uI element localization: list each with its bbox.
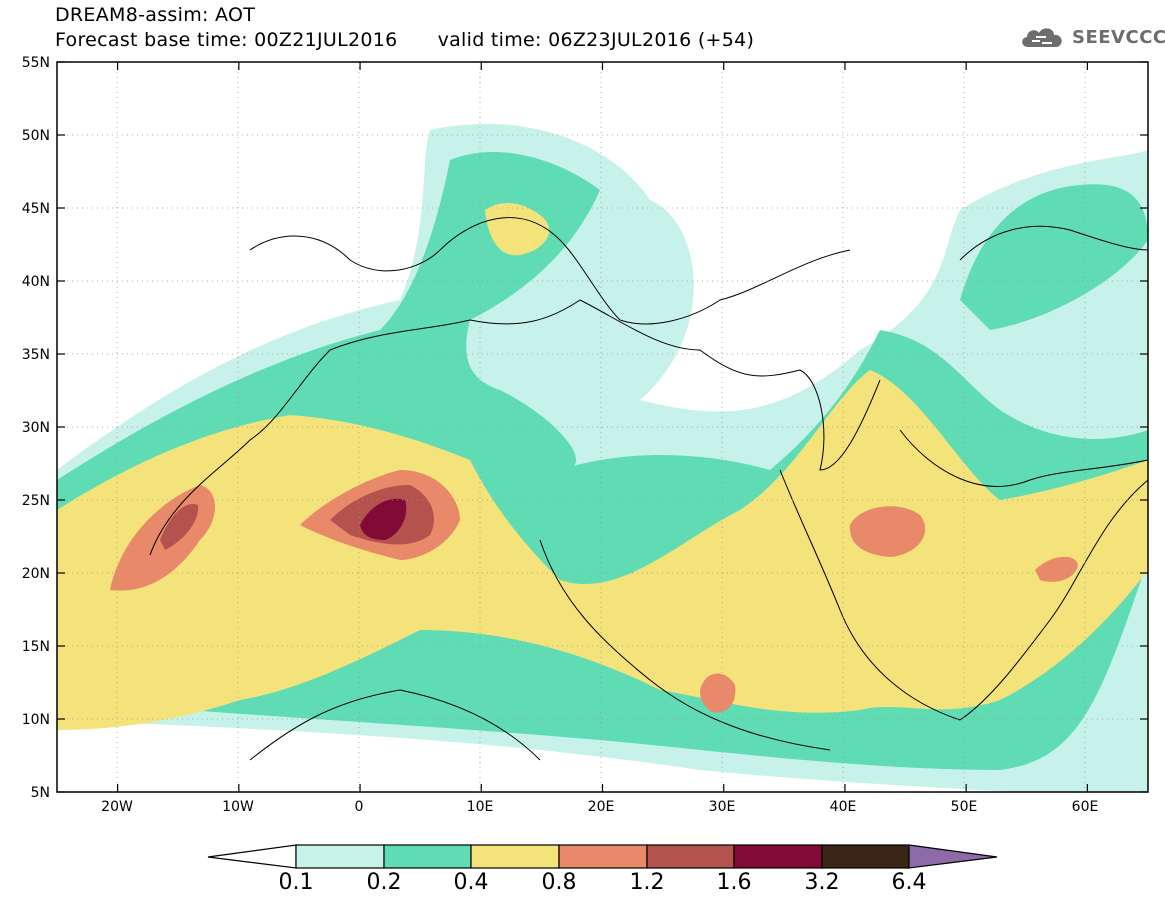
colorbar-label: 0.1 bbox=[278, 870, 314, 895]
lon-tick-label: 50E bbox=[951, 799, 978, 815]
lat-tick-label: 10N bbox=[22, 712, 50, 728]
lon-tick-label: 40E bbox=[830, 799, 857, 815]
base-time: Forecast base time: 00Z21JUL2016 bbox=[55, 29, 398, 51]
aot-contour-0.8-oman bbox=[1035, 556, 1078, 582]
lon-tick-label: 20E bbox=[588, 799, 615, 815]
lon-tick-label: 10W bbox=[222, 799, 254, 815]
coastlines bbox=[149, 217, 1148, 761]
lat-tick-label: 30N bbox=[22, 420, 50, 436]
map-title: DREAM8-assim: AOT bbox=[55, 4, 256, 26]
colorbar-swatch bbox=[733, 844, 823, 869]
lat-tick-label: 35N bbox=[22, 347, 50, 363]
colorbar-under-arrow bbox=[207, 844, 297, 869]
cloud-icon bbox=[1022, 28, 1062, 47]
valid-time: valid time: 06Z23JUL2016 (+54) bbox=[437, 29, 755, 51]
lon-tick-labels: 20W 10W 0 10E 20E 30E 40E 50E 60E bbox=[101, 799, 1098, 815]
colorbar-label: 0.4 bbox=[453, 870, 489, 895]
forecast-times: Forecast base time: 00Z21JUL2016 valid ti… bbox=[55, 29, 754, 51]
colorbar-swatch bbox=[470, 844, 560, 869]
lat-tick-label: 50N bbox=[22, 128, 50, 144]
lat-tick-label: 40N bbox=[22, 274, 50, 290]
lon-tick-label: 30E bbox=[709, 799, 736, 815]
logo-text: SEEVCCC bbox=[1072, 26, 1165, 48]
lon-tick-label: 0 bbox=[355, 799, 364, 815]
colorbar-label: 6.4 bbox=[891, 870, 927, 895]
colorbar-label: 0.8 bbox=[541, 870, 577, 895]
lon-tick-label: 10E bbox=[467, 799, 494, 815]
colorbar-label: 1.2 bbox=[629, 870, 665, 895]
lat-tick-label: 45N bbox=[22, 201, 50, 217]
colorbar-labels: 0.1 0.2 0.4 0.8 1.2 1.6 3.2 6.4 bbox=[0, 870, 1165, 900]
lon-tick-label: 20W bbox=[101, 799, 133, 815]
aot-contour-0.2-caspian bbox=[960, 184, 1148, 330]
colorbar-swatch bbox=[558, 844, 648, 869]
colorbar-swatch bbox=[821, 844, 910, 869]
lat-tick-label: 15N bbox=[22, 639, 50, 655]
colorbar-label: 3.2 bbox=[804, 870, 840, 895]
lat-tick-label: 5N bbox=[31, 785, 50, 801]
lat-tick-labels: 5N 10N 15N 20N 25N 30N 35N 40N 45N 50N 5… bbox=[22, 55, 50, 801]
aot-field bbox=[57, 123, 1148, 792]
colorbar-over-arrow bbox=[908, 844, 998, 869]
colorbar-swatch bbox=[295, 844, 385, 869]
aot-contour-0.8-sudan bbox=[700, 673, 736, 713]
aot-contour-0.4 bbox=[57, 370, 1148, 730]
colorbar-swatch bbox=[383, 844, 472, 869]
tick-marks bbox=[57, 61, 1148, 793]
lat-tick-label: 55N bbox=[22, 55, 50, 71]
aot-contour-0.4-italy bbox=[485, 203, 550, 256]
colorbar-label: 1.6 bbox=[716, 870, 752, 895]
lon-tick-label: 60E bbox=[1072, 799, 1099, 815]
lat-tick-label: 25N bbox=[22, 493, 50, 509]
colorbar-swatch bbox=[646, 844, 735, 869]
seevccc-logo: SEEVCCC bbox=[1018, 22, 1165, 52]
colorbar bbox=[207, 844, 998, 869]
colorbar-label: 0.2 bbox=[366, 870, 402, 895]
aot-contour-0.8-arabia bbox=[849, 506, 926, 557]
aot-contour-1.2-west bbox=[160, 504, 199, 550]
aot-contour-1.6 bbox=[360, 498, 407, 540]
lat-tick-label: 20N bbox=[22, 566, 50, 582]
grid-lines bbox=[57, 62, 1148, 792]
